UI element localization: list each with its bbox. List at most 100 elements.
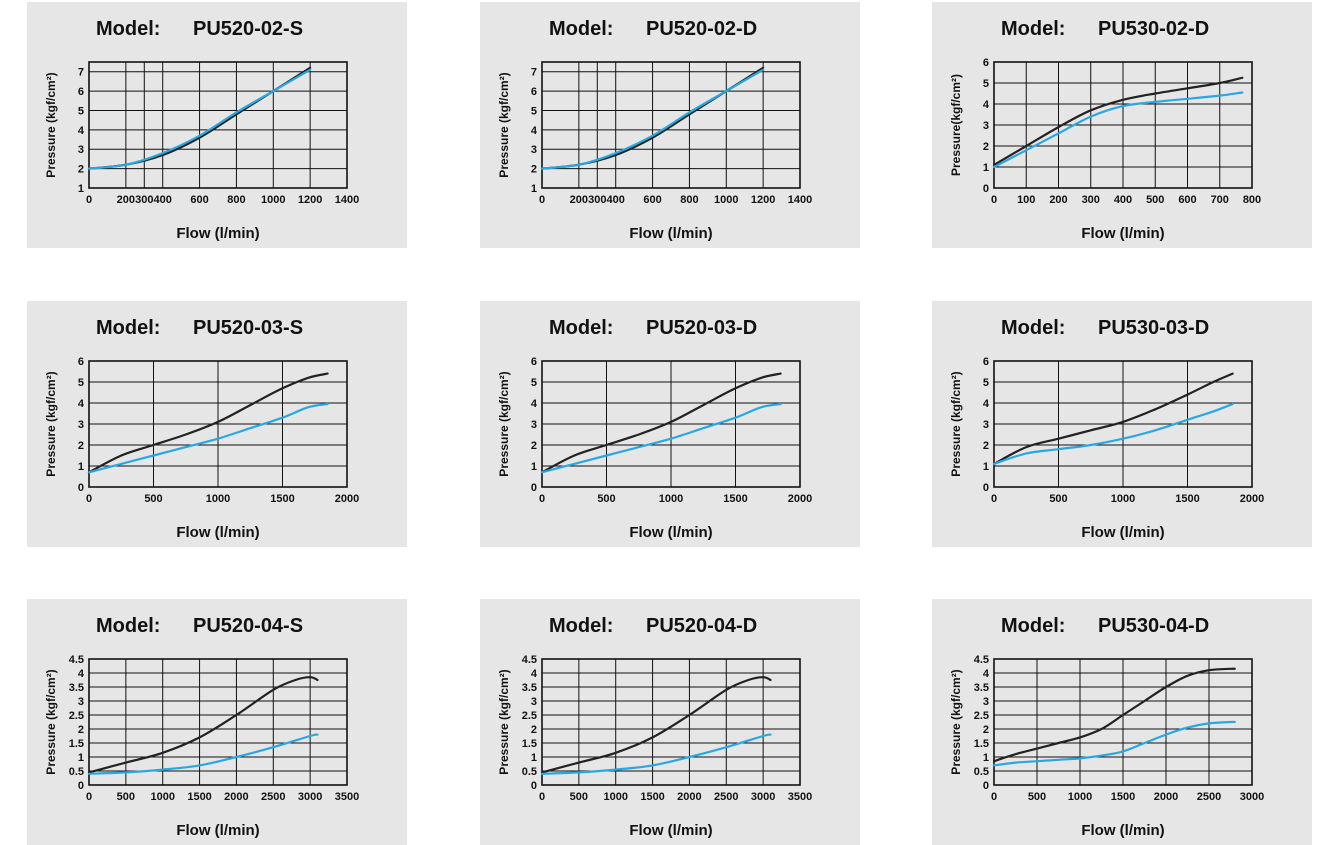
chart-title-model: PU520-02-D: [646, 18, 757, 40]
y-tick-label: 1.5: [522, 738, 537, 750]
x-tick-label: 1000: [150, 791, 174, 803]
x-tick-label: 300: [1082, 194, 1100, 206]
x-tick-label: 500: [597, 493, 615, 505]
chart-panel: Model: PU530-02-D 0 100 200 300 400 500 600 700 80…: [932, 2, 1312, 248]
x-tick-label: 0: [539, 493, 545, 505]
y-tick-label: 5: [531, 105, 537, 117]
y-tick-label: 2: [983, 141, 989, 153]
y-tick-label: 2: [531, 440, 537, 452]
x-tick-label: 2000: [788, 493, 812, 505]
chart-title-label: Model:: [1001, 615, 1065, 637]
x-tick-label: 200: [1049, 194, 1067, 206]
y-axis-label: Pressure (kgf/cm²): [44, 72, 58, 177]
y-tick-label: 2.5: [974, 710, 989, 722]
y-tick-label: 0: [983, 780, 989, 792]
x-tick-label: 0: [991, 791, 997, 803]
x-tick-label: 100: [1017, 194, 1035, 206]
plot-frame: [541, 658, 801, 786]
x-axis-label: Flow (l/min): [1081, 822, 1164, 839]
y-tick-label: 4.5: [522, 654, 537, 666]
x-tick-label: 500: [1028, 791, 1046, 803]
chart-title-model: PU520-03-D: [646, 317, 757, 339]
y-tick-label: 5: [78, 105, 84, 117]
x-tick-label: 400: [607, 194, 625, 206]
x-tick-label: 700: [1211, 194, 1229, 206]
chart-title-model: PU520-04-D: [646, 615, 757, 637]
y-tick-label: 0: [983, 482, 989, 494]
y-tick-label: 3: [78, 144, 84, 156]
y-tick-label: 0: [78, 482, 84, 494]
x-axis-label: Flow (l/min): [1081, 225, 1164, 242]
x-tick-label: 2000: [1154, 791, 1178, 803]
x-axis-label: Flow (l/min): [176, 822, 259, 839]
y-tick-label: 4: [983, 99, 990, 111]
y-tick-label: 1: [78, 183, 84, 195]
series-line-blue: [540, 68, 765, 170]
y-tick-label: 3: [983, 419, 989, 431]
x-tick-label: 1500: [187, 791, 211, 803]
y-tick-label: 3: [531, 419, 537, 431]
y-tick-label: 5: [983, 377, 989, 389]
x-tick-label: 2500: [1197, 791, 1221, 803]
x-tick-label: 1200: [298, 194, 322, 206]
x-tick-label: 1000: [603, 791, 627, 803]
chart-title-label: Model:: [96, 317, 160, 339]
x-tick-label: 0: [539, 194, 545, 206]
y-tick-label: 3: [531, 144, 537, 156]
chart-title-label: Model:: [96, 18, 160, 40]
x-tick-label: 1500: [1175, 493, 1199, 505]
chart-svg: Model: PU530-03-D 0 500 1000 1500 2000 0 1 2 3 4 5 6 F…: [949, 317, 1264, 541]
series-line-blue: [992, 91, 1244, 169]
y-tick-label: 1: [78, 752, 84, 764]
y-tick-label: 3.5: [69, 682, 84, 694]
chart-title-model: PU520-03-S: [193, 317, 303, 339]
series-line-blue: [87, 733, 319, 775]
y-tick-label: 6: [983, 57, 989, 69]
chart-title-label: Model:: [549, 317, 613, 339]
y-tick-label: 0.5: [522, 766, 537, 778]
chart-svg: Model: PU520-04-D 0 500 1000 1500 2000 2500 3000…: [497, 615, 812, 839]
chart-panel: Model: PU520-03-S 0 500 1000 1500 2000 0 1 2 3 4 5 6 F…: [27, 301, 407, 547]
x-tick-label: 1500: [723, 493, 747, 505]
chart-title-label: Model:: [549, 18, 613, 40]
x-tick-label: 1000: [206, 493, 230, 505]
x-tick-label: 500: [144, 493, 162, 505]
x-tick-label: 2500: [714, 791, 738, 803]
x-tick-label: 500: [117, 791, 135, 803]
grid: [993, 360, 1253, 488]
y-tick-label: 7: [531, 67, 537, 79]
x-tick-label: 300: [135, 194, 153, 206]
x-tick-label: 300: [588, 194, 606, 206]
y-tick-label: 0: [983, 183, 989, 195]
series-line-blue: [87, 402, 329, 474]
x-axis-label: Flow (l/min): [629, 524, 712, 541]
chart-title-model: PU530-04-D: [1098, 615, 1209, 637]
x-tick-label: 0: [991, 194, 997, 206]
x-tick-label: 0: [539, 791, 545, 803]
y-tick-label: 2.5: [69, 710, 84, 722]
y-tick-label: 6: [531, 86, 537, 98]
y-axis-label: Pressure (kgf/cm²): [497, 371, 511, 476]
plot-frame: [993, 658, 1253, 786]
y-tick-label: 1: [531, 461, 537, 473]
chart-panel: Model: PU530-03-D 0 500 1000 1500 2000 0 1 2 3 4 5 6 F…: [932, 301, 1312, 547]
y-axis-label: Pressure(kgf/cm²): [949, 74, 963, 176]
chart-panel: Model: PU520-03-D 0 500 1000 1500 2000 0 1 2 3 4 5 6 F…: [480, 301, 860, 547]
y-tick-label: 2: [983, 724, 989, 736]
chart-title-label: Model:: [1001, 18, 1065, 40]
x-tick-label: 400: [154, 194, 172, 206]
x-tick-label: 1500: [1111, 791, 1135, 803]
x-tick-label: 1400: [788, 194, 812, 206]
y-tick-label: 1: [78, 461, 84, 473]
y-tick-label: 2: [531, 724, 537, 736]
y-tick-label: 4: [78, 668, 85, 680]
series-line-dark: [992, 667, 1236, 763]
x-tick-label: 0: [86, 493, 92, 505]
x-tick-label: 800: [227, 194, 245, 206]
x-tick-label: 2000: [677, 791, 701, 803]
y-tick-label: 1: [983, 461, 989, 473]
plot-frame: [993, 61, 1253, 189]
y-tick-label: 6: [983, 356, 989, 368]
x-tick-label: 1000: [1068, 791, 1092, 803]
chart-title-label: Model:: [96, 615, 160, 637]
